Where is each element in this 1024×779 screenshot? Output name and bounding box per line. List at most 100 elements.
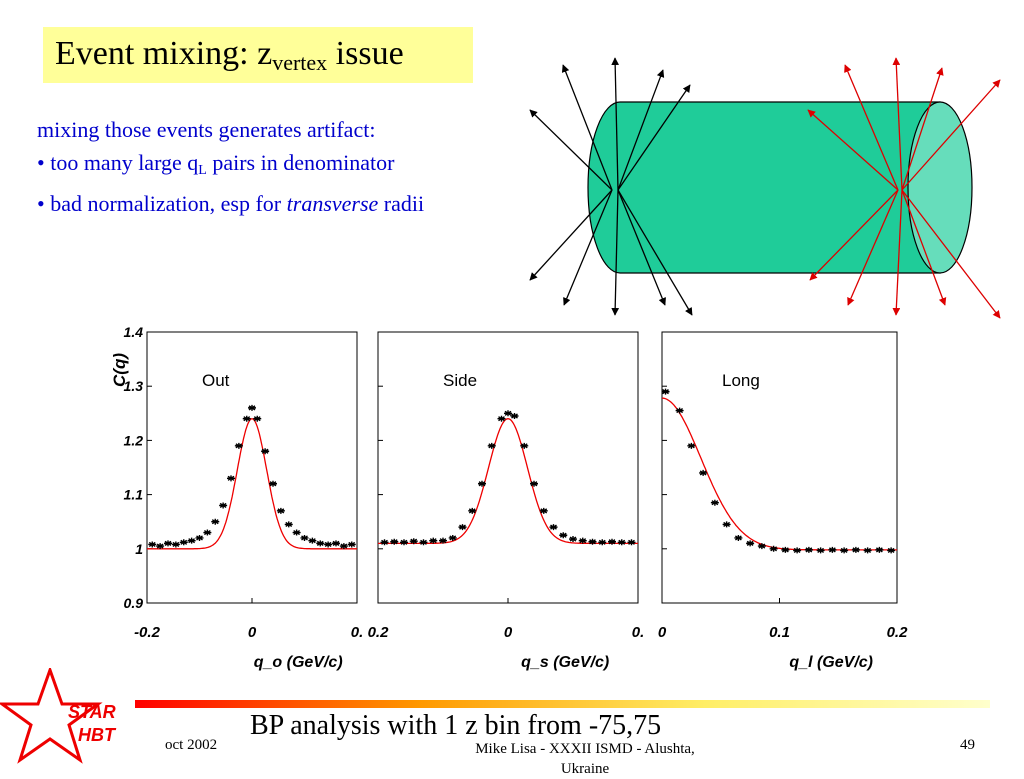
star-hbt-logo: STAR HBT	[0, 665, 130, 768]
data-point	[539, 507, 548, 514]
data-point	[400, 539, 408, 546]
data-point	[211, 518, 220, 525]
data-point	[661, 388, 670, 395]
footer-page-number: 49	[960, 737, 975, 753]
data-point	[875, 546, 884, 553]
data-point	[419, 539, 428, 546]
plot-frame	[146, 331, 358, 604]
star-icon	[0, 665, 103, 764]
data-point	[793, 547, 802, 554]
data-point	[332, 540, 340, 547]
data-point	[549, 524, 558, 531]
tracks-black	[529, 57, 693, 316]
data-point	[734, 534, 743, 541]
footer-overlay-text: BP analysis with 1 z bin from -75,75	[250, 710, 662, 741]
y-axis-label: C(q)	[110, 353, 129, 387]
data-point	[617, 539, 626, 546]
data-point	[429, 537, 438, 544]
panel-label: Out	[202, 371, 230, 390]
data-point	[448, 534, 457, 541]
x-tick-label: 0.2	[368, 624, 390, 641]
data-point	[380, 539, 389, 546]
data-point	[339, 543, 348, 550]
data-point	[497, 415, 506, 422]
data-point	[458, 524, 467, 531]
data-point	[504, 410, 512, 417]
vertex-cylinder-diagram	[529, 57, 1001, 319]
data-point	[722, 521, 731, 528]
data-point	[284, 521, 293, 528]
x-axis-label: q_s (GeV/c)	[521, 654, 609, 671]
bullet-intro: mixing those events generates artifact:	[37, 117, 376, 142]
cylinder	[587, 101, 973, 274]
data-point	[261, 448, 270, 455]
correlation-charts: 0.9 1 1.1 1.2 1.3 1.4 -0.2 0 0. Out q_o (GeV/c) C(q…	[110, 324, 909, 671]
data-point	[234, 442, 243, 449]
bullet-item-normalization: • bad normalization, esp for transverse …	[37, 191, 425, 216]
x-axis-label: q_o (GeV/c)	[254, 654, 343, 671]
data-point	[468, 507, 477, 514]
data-point	[316, 540, 325, 547]
data-point	[598, 539, 607, 546]
x-tick-label: 0.1	[769, 624, 790, 641]
data-point	[439, 537, 447, 544]
data-point	[292, 529, 301, 536]
data-point	[324, 541, 333, 548]
x-tick-label: -0.2	[134, 624, 161, 641]
panel-label: Side	[443, 371, 477, 390]
data-point	[757, 543, 766, 550]
data-point	[851, 546, 860, 553]
data-point	[627, 539, 636, 546]
footer-author: Mike Lisa - XXXII ISMD - Alushta, Ukraine	[475, 741, 695, 777]
data-point	[746, 540, 755, 547]
footer-date: oct 2002	[165, 737, 218, 753]
data-point	[863, 547, 872, 554]
x-axis-label: q_l (GeV/c)	[789, 654, 873, 671]
data-point	[308, 537, 317, 544]
data-point	[816, 547, 825, 554]
x-tick-label: 0	[658, 624, 667, 641]
data-point	[804, 546, 813, 553]
data-point	[781, 546, 790, 553]
data-point	[227, 475, 235, 482]
y-tick-label: 1.3	[124, 378, 144, 394]
data-point	[248, 404, 256, 411]
title-box: Event mixing: zvertex issue	[43, 27, 473, 83]
data-point	[156, 543, 165, 550]
data-point	[203, 529, 212, 536]
data-point	[300, 534, 309, 541]
x-tick-label: 0.2	[887, 624, 909, 641]
data-point	[253, 415, 262, 422]
data-point	[530, 480, 538, 487]
y-tick-label: 1.2	[124, 432, 144, 448]
data-point	[578, 537, 587, 544]
x-tick-label: 0.	[351, 624, 364, 641]
data-point	[242, 415, 251, 422]
bullet-item-qL: • too many large qL pairs in denominator	[37, 150, 395, 178]
data-point	[276, 507, 285, 514]
data-point	[179, 539, 188, 546]
data-point	[569, 536, 577, 543]
data-point	[219, 502, 228, 509]
x-tick-label: 0	[504, 624, 513, 641]
data-point	[710, 499, 719, 506]
data-point	[390, 538, 399, 545]
data-point	[187, 537, 196, 544]
data-point	[148, 541, 157, 548]
fit-curve	[147, 418, 357, 550]
x-tick-label: 0	[248, 624, 257, 641]
data-point	[588, 538, 597, 545]
data-point	[828, 546, 837, 553]
data-point	[164, 540, 172, 547]
data-point	[487, 442, 496, 449]
data-point	[699, 469, 708, 476]
data-point	[559, 532, 568, 539]
y-tick-label: 1.4	[124, 324, 144, 340]
data-point	[347, 541, 356, 548]
y-tick-label: 1.1	[124, 487, 144, 503]
data-point	[769, 545, 778, 552]
footer-gradient-line	[135, 700, 990, 708]
svg-text:HBT: HBT	[78, 725, 117, 745]
data-point	[520, 442, 529, 449]
y-tick-label: 0.9	[124, 595, 144, 611]
